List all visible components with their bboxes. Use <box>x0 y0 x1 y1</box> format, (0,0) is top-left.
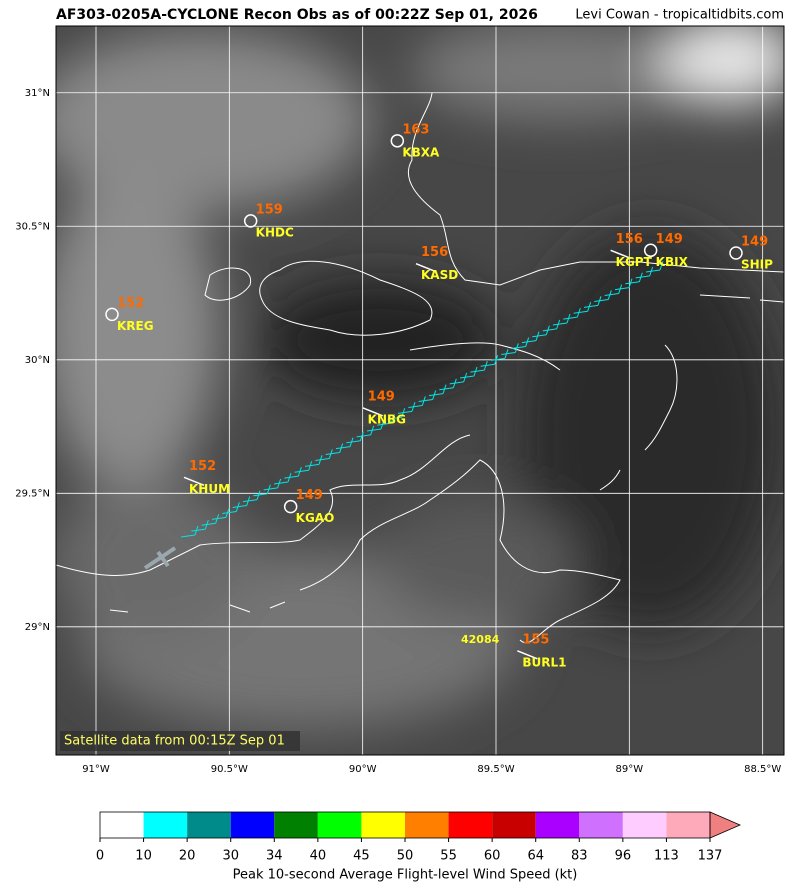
credit: Levi Cowan - tropicaltidbits.com <box>575 8 784 23</box>
colorbar-segment <box>317 812 362 838</box>
x-tick-label: 89.5°W <box>477 764 514 775</box>
station-value: 149 <box>656 232 683 247</box>
colorbar-segment <box>448 812 493 838</box>
station-name: KASD <box>421 268 458 282</box>
x-tick-label: 90°W <box>349 764 377 775</box>
station-value: 163 <box>402 122 429 137</box>
station-barb <box>610 249 631 260</box>
station-value: 156 <box>616 232 643 247</box>
colorbar-segment <box>579 812 623 838</box>
y-tick-label: 30.5°N <box>15 221 50 232</box>
station-value: 149 <box>741 234 768 249</box>
colorbar-tick-label: 83 <box>571 849 588 864</box>
station-value: 149 <box>368 389 395 404</box>
station-name: KGPT <box>616 255 653 269</box>
colorbar-segment <box>622 812 667 838</box>
colorbar-tick-label: 50 <box>397 849 414 864</box>
map-frame <box>55 25 785 756</box>
colorbar-segment <box>361 812 405 838</box>
colorbar-segment <box>405 812 449 838</box>
station-name: KREG <box>117 319 154 333</box>
colorbar-tick-label: 137 <box>698 849 723 864</box>
station-barb <box>183 476 205 486</box>
station-value: 159 <box>256 202 283 217</box>
station-value: 156 <box>421 245 448 260</box>
note-box <box>60 731 300 751</box>
x-tick-label: 91°W <box>82 764 110 775</box>
colorbar-tick-label: 96 <box>615 849 632 864</box>
station-name: KBXA <box>402 145 440 159</box>
colorbar-segment <box>143 812 188 838</box>
colorbar-label: Peak 10-second Average Flight-level Wind… <box>233 868 578 883</box>
station-marker <box>643 243 658 258</box>
colorbar-tick-label: 64 <box>527 849 544 864</box>
station-name: BURL1 <box>522 655 566 669</box>
y-tick-label: 29.5°N <box>15 488 50 499</box>
coastlines <box>56 92 784 643</box>
station-name: KNBG <box>368 412 406 426</box>
y-tick-label: 29°N <box>25 622 50 633</box>
satellite-note: Satellite data from 00:15Z Sep 01 <box>64 734 285 749</box>
colorbar-segment <box>187 812 231 838</box>
buoy-label: 42084 <box>461 633 500 646</box>
x-tick-label: 90.5°W <box>211 764 248 775</box>
y-tick-label: 31°N <box>25 88 50 99</box>
colorbar-tick-label: 20 <box>179 849 196 864</box>
station-marker <box>243 214 258 228</box>
station-barb <box>362 407 383 417</box>
aircraft <box>143 546 177 570</box>
track-barb <box>645 260 664 273</box>
station-marker <box>729 246 743 260</box>
station-value: 155 <box>522 632 549 647</box>
station-marker <box>390 134 405 148</box>
x-tick-label: 89°W <box>616 764 644 775</box>
station-value: 149 <box>296 488 323 503</box>
colorbar-tick-label: 34 <box>266 849 283 864</box>
station-name: KHUM <box>189 482 230 496</box>
station-barb <box>517 650 538 660</box>
y-tick-label: 30°N <box>25 355 50 366</box>
station-barb <box>415 262 437 273</box>
station-value: 152 <box>117 296 144 311</box>
colorbar-tick-label: 45 <box>353 849 370 864</box>
colorbar-extension <box>709 811 742 839</box>
station-marker <box>283 499 298 514</box>
station-name: KBIX <box>656 255 689 269</box>
station-marker <box>105 307 119 322</box>
colorbar-tick-label: 60 <box>484 849 501 864</box>
colorbar-tick-label: 0 <box>96 849 104 864</box>
station-value: 152 <box>189 459 216 474</box>
colorbar-tick-label: 113 <box>654 849 679 864</box>
colorbar-segment <box>535 812 580 838</box>
colorbar-segment <box>230 812 275 838</box>
station-name: KHDC <box>256 225 294 239</box>
colorbar-segment <box>274 812 318 838</box>
title: AF303-0205A-CYCLONE Recon Obs as of 00:2… <box>56 7 538 23</box>
colorbar-tick-label: 30 <box>222 849 239 864</box>
colorbar-segment <box>666 812 710 838</box>
colorbar-segment <box>100 812 144 838</box>
station-name: KGAO <box>296 511 335 525</box>
colorbar-tick-label: 40 <box>310 849 327 864</box>
station-name: SHIP <box>741 257 773 271</box>
x-tick-label: 88.5°W <box>744 764 781 775</box>
colorbar-tick-label: 10 <box>135 849 152 864</box>
flight-track <box>180 260 664 538</box>
colorbar-segment <box>492 812 536 838</box>
satellite: 163KBXA159KHDC156KASD152KREG156KGPT149KB… <box>56 26 784 755</box>
colorbar-tick-label: 55 <box>440 849 457 864</box>
